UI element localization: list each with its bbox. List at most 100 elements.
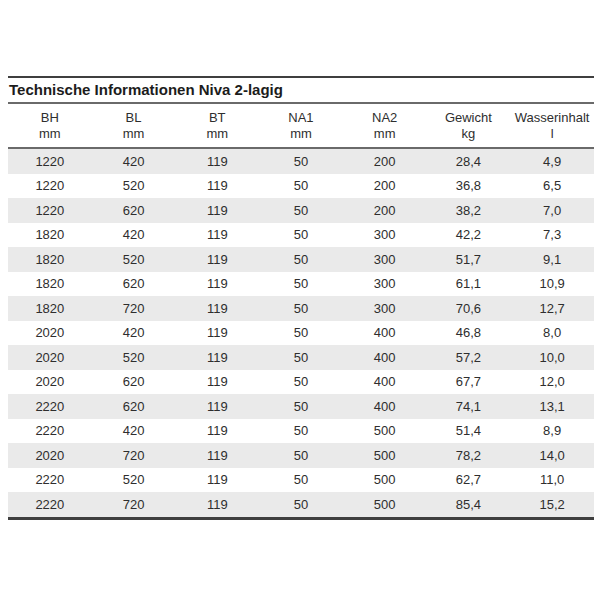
table-cell: 50 [259,419,343,444]
table-cell: 7,3 [510,223,594,248]
table-cell: 2220 [8,492,92,518]
table-cell: 520 [92,247,176,272]
table-cell: 15,2 [510,492,594,518]
table-cell: 50 [259,394,343,419]
table-row: 12204201195020028,44,9 [8,148,594,174]
table-cell: 46,8 [427,321,511,346]
table-cell: 1820 [8,296,92,321]
table-cell: 12,0 [510,370,594,395]
table-cell: 10,9 [510,272,594,297]
header-unit: mm [175,126,259,142]
table-cell: 50 [259,492,343,518]
table-cell: 50 [259,443,343,468]
table-cell: 2220 [8,394,92,419]
column-header-na2: NA2mm [343,104,427,148]
table-cell: 1220 [8,148,92,174]
table-cell: 300 [343,223,427,248]
table-cell: 400 [343,370,427,395]
table-cell: 2020 [8,321,92,346]
table-cell: 119 [175,198,259,223]
table-row: 12205201195020036,86,5 [8,174,594,199]
table-cell: 119 [175,370,259,395]
table-cell: 300 [343,296,427,321]
table-row: 18206201195030061,110,9 [8,272,594,297]
table-cell: 50 [259,247,343,272]
table-cell: 50 [259,296,343,321]
table-cell: 119 [175,345,259,370]
table-cell: 720 [92,296,176,321]
table-cell: 67,7 [427,370,511,395]
table-cell: 10,0 [510,345,594,370]
table-cell: 620 [92,272,176,297]
table-cell: 1820 [8,272,92,297]
header-unit: l [510,126,594,142]
table-cell: 500 [343,492,427,518]
table-cell: 1220 [8,174,92,199]
table-cell: 119 [175,272,259,297]
table-cell: 1820 [8,223,92,248]
table-cell: 119 [175,492,259,518]
table-cell: 14,0 [510,443,594,468]
table-cell: 1220 [8,198,92,223]
table-cell: 200 [343,198,427,223]
header-label: NA2 [372,110,397,125]
table-cell: 620 [92,198,176,223]
table-cell: 42,2 [427,223,511,248]
table-cell: 400 [343,321,427,346]
table-cell: 51,4 [427,419,511,444]
table-cell: 520 [92,174,176,199]
table-cell: 7,0 [510,198,594,223]
table-cell: 50 [259,345,343,370]
table-row: 22204201195050051,48,9 [8,419,594,444]
table-cell: 85,4 [427,492,511,518]
table-cell: 300 [343,247,427,272]
table-cell: 2020 [8,345,92,370]
header-label: Gewicht [445,110,492,125]
table-cell: 38,2 [427,198,511,223]
header-label: BH [41,110,59,125]
table-cell: 8,0 [510,321,594,346]
table-row: 22207201195050085,415,2 [8,492,594,518]
table-cell: 50 [259,321,343,346]
table-cell: 200 [343,174,427,199]
table-cell: 119 [175,247,259,272]
table-cell: 78,2 [427,443,511,468]
table-cell: 119 [175,394,259,419]
table-cell: 119 [175,419,259,444]
table-cell: 420 [92,419,176,444]
table-cell: 520 [92,468,176,493]
table-row: 18205201195030051,79,1 [8,247,594,272]
table-row: 20205201195040057,210,0 [8,345,594,370]
table-cell: 4,9 [510,148,594,174]
table-cell: 36,8 [427,174,511,199]
table-cell: 70,6 [427,296,511,321]
table-cell: 50 [259,272,343,297]
table-cell: 50 [259,174,343,199]
table-cell: 74,1 [427,394,511,419]
table-cell: 200 [343,148,427,174]
table-cell: 500 [343,419,427,444]
table-cell: 2220 [8,468,92,493]
header-row: BHmm BLmm BTmm NA1mm NA2mm Gewichtkg Was… [8,104,594,148]
column-header-wasserinhalt: Wasserinhaltl [510,104,594,148]
table-row: 22205201195050062,711,0 [8,468,594,493]
table-cell: 61,1 [427,272,511,297]
table-cell: 50 [259,223,343,248]
header-unit: mm [8,126,92,142]
table-cell: 2220 [8,419,92,444]
column-header-bl: BLmm [92,104,176,148]
table-cell: 2020 [8,370,92,395]
table-cell: 720 [92,443,176,468]
table-row: 20204201195040046,88,0 [8,321,594,346]
table-cell: 500 [343,468,427,493]
table-cell: 12,7 [510,296,594,321]
table-cell: 119 [175,321,259,346]
column-header-bh: BHmm [8,104,92,148]
table-title: Technische Informationen Niva 2-lagig [8,78,594,104]
table-cell: 420 [92,223,176,248]
header-unit: kg [427,126,511,142]
header-label: Wasserinhalt [515,110,590,125]
table-cell: 119 [175,443,259,468]
table-cell: 500 [343,443,427,468]
technical-info-table: Technische Informationen Niva 2-lagig BH… [8,76,594,520]
